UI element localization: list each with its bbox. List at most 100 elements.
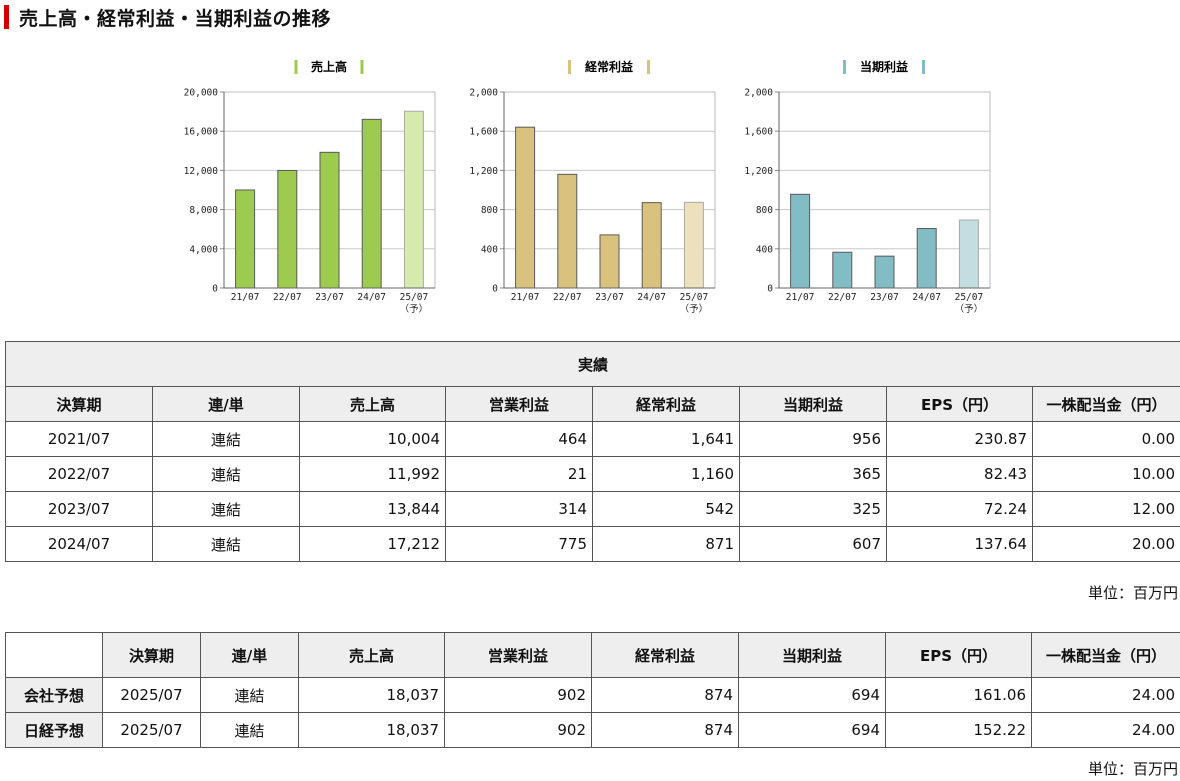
cell-net-profit: 325 [739,491,887,527]
cell-fiscal-period: 2023/07 [5,491,153,527]
forecast-note: （予） [680,303,709,315]
header-eps: EPS（円） [885,632,1032,678]
cell-consolidated: 連結 [152,456,300,492]
cell-eps: 161.06 [885,677,1032,713]
results-unit-note: 単位：百万円 [1087,584,1178,602]
y-tick-label: 2,000 [744,88,773,99]
chart-svg: 当期利益 0 400 800 1,200 1,600 2,000 21/07 22/07 23/0… [744,59,991,315]
data-bar [599,234,620,289]
title-accent-bar [4,5,9,29]
cell-ordinary-profit: 542 [592,491,740,527]
header-dividend: 一株配当金（円） [1031,632,1180,678]
cell-operating-profit: 314 [445,491,593,527]
header-operating-profit: 営業利益 [445,386,593,422]
x-tick-label: 24/07 [637,292,666,303]
forecast-unit-note: 単位：百万円 [1087,760,1178,778]
cell-dividend: 24.00 [1031,712,1180,748]
x-tick-label: 25/07 [955,292,984,303]
cell-net-profit: 607 [739,526,887,562]
y-tick-label: 800 [481,205,498,216]
y-tick-label: 400 [481,244,498,255]
data-bar [557,173,578,289]
cell-consolidated: 連結 [200,677,299,713]
forecast-note: （予） [955,303,984,315]
cell-sales: 18,037 [298,712,445,748]
cell-net-profit: 694 [738,677,886,713]
plot-area [778,91,991,289]
cell-dividend: 12.00 [1031,491,1180,527]
cell-sales: 13,844 [299,491,446,527]
data-bar [790,193,811,289]
legend-swatch-right [647,60,650,74]
net-profit-chart: 当期利益 0 400 800 1,200 1,600 2,000 21/07 22/07 23/0… [727,52,997,324]
cell-operating-profit: 775 [445,526,593,562]
cell-net-profit: 365 [739,456,887,492]
cell-dividend: 0.00 [1031,421,1180,457]
data-bar [874,255,895,289]
data-bar [235,189,256,289]
cell-operating-profit: 21 [445,456,593,492]
data-bar [515,126,536,289]
x-tick-label: 25/07 [400,292,429,303]
x-tick-label: 25/07 [680,292,709,303]
y-tick-label: 4,000 [189,244,218,255]
header-ordinary-profit: 経常利益 [591,632,739,678]
x-tick-label: 24/07 [357,292,386,303]
y-tick-label: 800 [756,205,773,216]
legend-label: 売上高 [311,59,347,74]
cell-sales: 11,992 [299,456,446,492]
header-operating-profit: 営業利益 [444,632,592,678]
forecast-bar [683,201,704,289]
y-tick-label: 0 [767,284,773,295]
cell-fiscal-period: 2025/07 [102,677,201,713]
x-tick-label: 24/07 [912,292,941,303]
header-fiscal-period: 決算期 [5,386,153,422]
row-label-nikkei-forecast: 日経予想 [5,712,103,748]
header-net-profit: 当期利益 [739,386,887,422]
cell-operating-profit: 464 [445,421,593,457]
table-row: 2021/07 連結 10,004 464 1,641 956 230.87 0… [5,421,1180,457]
data-bar [361,118,382,289]
x-tick-label: 23/07 [595,292,624,303]
cell-dividend: 20.00 [1031,526,1180,562]
cell-net-profit: 956 [739,421,887,457]
chart-svg: 売上高 0 4,000 8,000 12,000 16,000 20,000 21/07 22/… [184,59,436,315]
x-tick-label: 23/07 [315,292,344,303]
cell-operating-profit: 902 [444,712,592,748]
cell-ordinary-profit: 1,160 [592,456,740,492]
forecast-note: （予） [400,303,429,315]
cell-consolidated: 連結 [152,421,300,457]
legend: 当期利益 [843,59,925,74]
y-tick-label: 12,000 [184,166,219,177]
y-tick-label: 20,000 [184,88,219,99]
legend: 売上高 [294,59,364,74]
legend-swatch-left [294,60,298,74]
sales-chart: 売上高 0 4,000 8,000 12,000 16,000 20,000 21/07 22/… [172,52,442,324]
x-tick-label: 22/07 [553,292,582,303]
cell-eps: 152.22 [885,712,1032,748]
cell-ordinary-profit: 874 [591,712,739,748]
cell-sales: 17,212 [299,526,446,562]
y-tick-label: 8,000 [189,205,218,216]
table-row: 日経予想 2025/07 連結 18,037 902 874 694 152.2… [5,712,1180,748]
y-tick-label: 1,200 [744,166,773,177]
table-row: 2023/07 連結 13,844 314 542 325 72.24 12.0… [5,491,1180,527]
y-tick-label: 1,600 [744,127,773,138]
data-bar [832,251,853,289]
cell-fiscal-period: 2022/07 [5,456,153,492]
data-bar [277,169,298,289]
legend-label: 当期利益 [860,59,908,74]
x-tick-label: 21/07 [786,292,815,303]
legend-swatch-right [360,60,364,74]
y-tick-label: 1,200 [469,166,498,177]
results-caption: 実績 [4,341,1180,387]
table-row: 2024/07 連結 17,212 775 871 607 137.64 20.… [5,526,1180,562]
legend-swatch-left [843,60,846,74]
header-net-profit: 当期利益 [738,632,886,678]
x-tick-label: 22/07 [828,292,857,303]
y-tick-label: 0 [212,284,218,295]
cell-dividend: 24.00 [1031,677,1180,713]
cell-ordinary-profit: 871 [592,526,740,562]
header-ordinary-profit: 経常利益 [592,386,740,422]
legend-label: 経常利益 [585,59,633,74]
